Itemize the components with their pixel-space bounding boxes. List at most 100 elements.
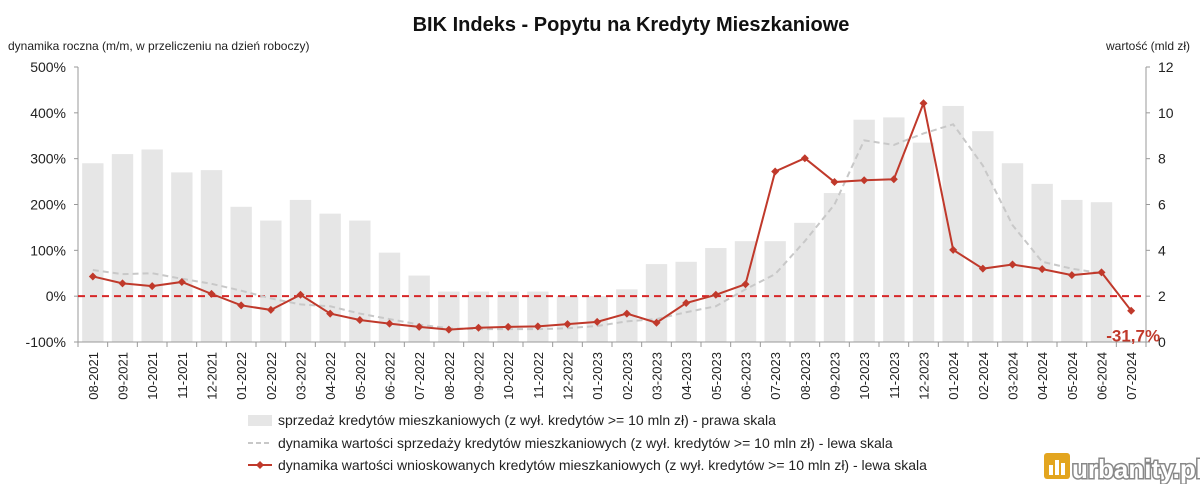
bar [408,275,430,342]
bar [82,163,104,342]
bar [883,117,905,343]
bar [111,154,134,342]
y-tick-label-left: 100% [30,242,66,258]
y-tick-label-right: 6 [1158,197,1166,213]
y-tick-label-right: 8 [1158,151,1166,167]
legend: sprzedaż kredytów mieszkaniowych (z wył.… [248,412,927,473]
data-point-marker [237,301,246,310]
data-point-marker [148,282,157,291]
y-tick-label-left: 500% [30,59,66,75]
legend-label: dynamika wartości sprzedaży kredytów mie… [278,435,893,451]
bar [141,149,163,342]
data-point-marker [949,245,958,254]
bar [497,291,519,342]
bar [319,213,341,342]
data-point-marker [711,290,720,299]
x-tick-label: 01-2022 [234,352,249,400]
x-tick-label: 06-2024 [1095,352,1110,400]
data-point-marker [652,318,661,327]
data-point-marker [118,279,127,288]
data-point-marker [1097,268,1106,277]
x-tick-label: 08-2021 [86,352,101,400]
x-tick-label: 02-2022 [264,352,279,400]
series-line-sales-dynamics [92,123,1102,331]
y-tick-label-left: -100% [26,334,66,350]
watermark-logo-bar [1049,465,1053,475]
x-tick-label: 03-2024 [1006,352,1021,400]
data-point-marker [1127,306,1136,315]
watermark: urbanity.pl [1044,453,1200,484]
data-point-marker [919,99,928,108]
data-point-marker [771,167,780,176]
x-tick-label: 07-2022 [412,352,427,400]
x-tick-label: 05-2022 [353,352,368,400]
bar [467,291,490,342]
bar [527,291,549,342]
x-tick-label: 05-2024 [1065,352,1080,400]
x-tick-label: 11-2022 [531,352,546,399]
bar [289,199,312,342]
data-point-marker [326,309,335,318]
bar [645,264,668,342]
x-tick-label: 02-2023 [620,352,635,400]
y-tick-label-right: 10 [1158,105,1174,121]
bar [794,222,816,342]
y-tick-label-left: 200% [30,197,66,213]
x-tick-label: 01-2024 [946,352,961,400]
data-point-marker [800,154,809,163]
x-tick-label: 01-2023 [590,352,605,400]
bar [171,172,193,342]
data-point-marker [622,309,631,318]
watermark-text: urbanity.pl [1072,454,1200,484]
legend-label: dynamika wartości wnioskowanych kredytów… [278,457,927,473]
data-point-marker [978,264,987,273]
data-point-marker [385,319,394,328]
y-tick-label-left: 0% [46,288,66,304]
x-tick-label: 10-2021 [145,352,160,400]
data-point-marker [207,289,216,298]
x-tick-label: 09-2021 [116,352,131,400]
data-point-marker [533,322,542,331]
watermark-logo-bar [1055,460,1059,475]
bar [1001,163,1024,342]
x-tick-label: 10-2022 [501,352,516,400]
plot-area: -100% 0% 100% 200% 300% 400% 500% 0 2 4 6 8 10 12 08-2… [26,59,1174,400]
data-point-marker [177,277,186,286]
x-tick-label: 11-2023 [887,352,902,399]
bar [912,142,935,342]
x-tick-label: 06-2022 [383,352,398,400]
bar [438,291,460,342]
x-tick-label: 11-2021 [175,352,190,399]
data-point-marker [88,272,97,281]
x-tick-label: 07-2023 [768,352,783,400]
x-tick-label: 08-2022 [442,352,457,400]
data-point-marker [860,176,869,185]
data-point-marker [682,299,691,308]
x-tick-label: 05-2023 [709,352,724,400]
data-point-marker [1008,260,1017,269]
data-point-marker [444,325,453,334]
data-point-marker [593,317,602,326]
x-tick-label: 04-2022 [323,352,338,400]
bar [823,193,846,342]
data-point-marker [741,280,750,289]
bar [942,105,964,342]
bar [556,296,579,342]
data-point-marker [1038,265,1047,274]
y-tick-label-right: 0 [1158,334,1166,350]
bar [200,170,223,342]
legend-swatch-marker [256,461,264,469]
data-point-marker [296,290,305,299]
data-point-marker [1067,271,1076,280]
bar [230,206,252,342]
data-point-marker [504,322,513,331]
series-line-applications-dynamics [92,99,1132,331]
x-tick-label: 03-2023 [650,352,665,400]
x-tick-label: 12-2023 [917,352,932,400]
y-tick-label-right: 12 [1158,59,1174,75]
bar [378,252,401,342]
bar [260,220,282,342]
data-point-marker [415,322,424,331]
